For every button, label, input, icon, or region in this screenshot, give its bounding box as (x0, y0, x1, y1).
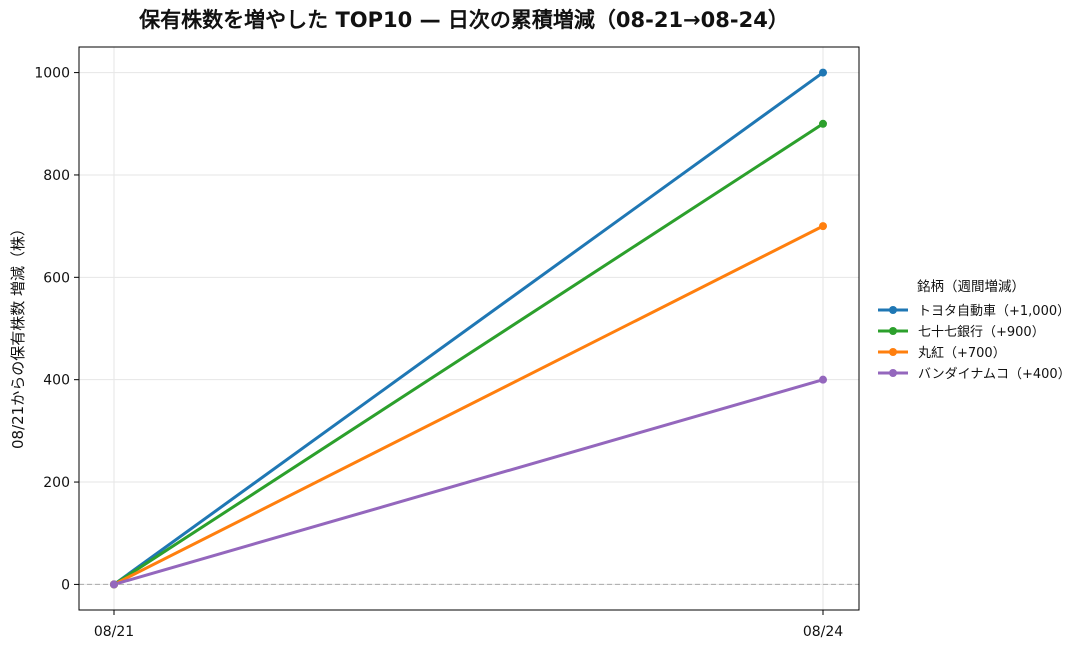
data-point (819, 119, 827, 128)
data-point (819, 222, 827, 231)
y-axis-label: 08/21からの保有株数 増減（株） (9, 221, 27, 449)
plot-frame (78, 46, 860, 611)
x-tick-label: 08/24 (803, 624, 843, 640)
legend-marker (889, 348, 897, 356)
x-axis: 08/21 08/24 (94, 610, 843, 640)
y-tick-label: 600 (43, 270, 70, 286)
chart-title: 保有株数を増やした TOP10 — 日次の累積増減（08-21→08-24） (138, 8, 789, 32)
legend: 銘柄（週間増減） トヨタ自動車（+1,000） 七十七銀行（+900） 丸紅（+70… (878, 278, 1071, 382)
y-axis: 0 200 400 600 800 1000 (34, 66, 79, 593)
legend-marker (889, 327, 897, 335)
y-tick-label: 400 (43, 373, 70, 389)
data-point (110, 580, 118, 589)
legend-marker (889, 306, 897, 314)
y-tick-label: 1000 (34, 66, 70, 82)
series-line (113, 71, 824, 586)
y-tick-label: 0 (61, 577, 70, 593)
y-tick-label: 800 (43, 168, 70, 184)
data-point (819, 68, 827, 77)
y-tick-label: 200 (43, 475, 70, 491)
legend-entry: バンダイナムコ（+400） (918, 367, 1071, 382)
series-line (113, 378, 824, 586)
legend-title: 銘柄（週間増減） (917, 278, 1025, 295)
series-layer (110, 68, 827, 589)
legend-marker (889, 369, 897, 377)
series-line (113, 224, 824, 586)
x-tick-label: 08/21 (94, 624, 134, 640)
legend-entry: 丸紅（+700） (918, 346, 1006, 361)
data-point (819, 375, 827, 384)
series-line (113, 122, 824, 586)
legend-entry: トヨタ自動車（+1,000） (918, 304, 1070, 319)
legend-entry: 七十七銀行（+900） (918, 325, 1045, 340)
